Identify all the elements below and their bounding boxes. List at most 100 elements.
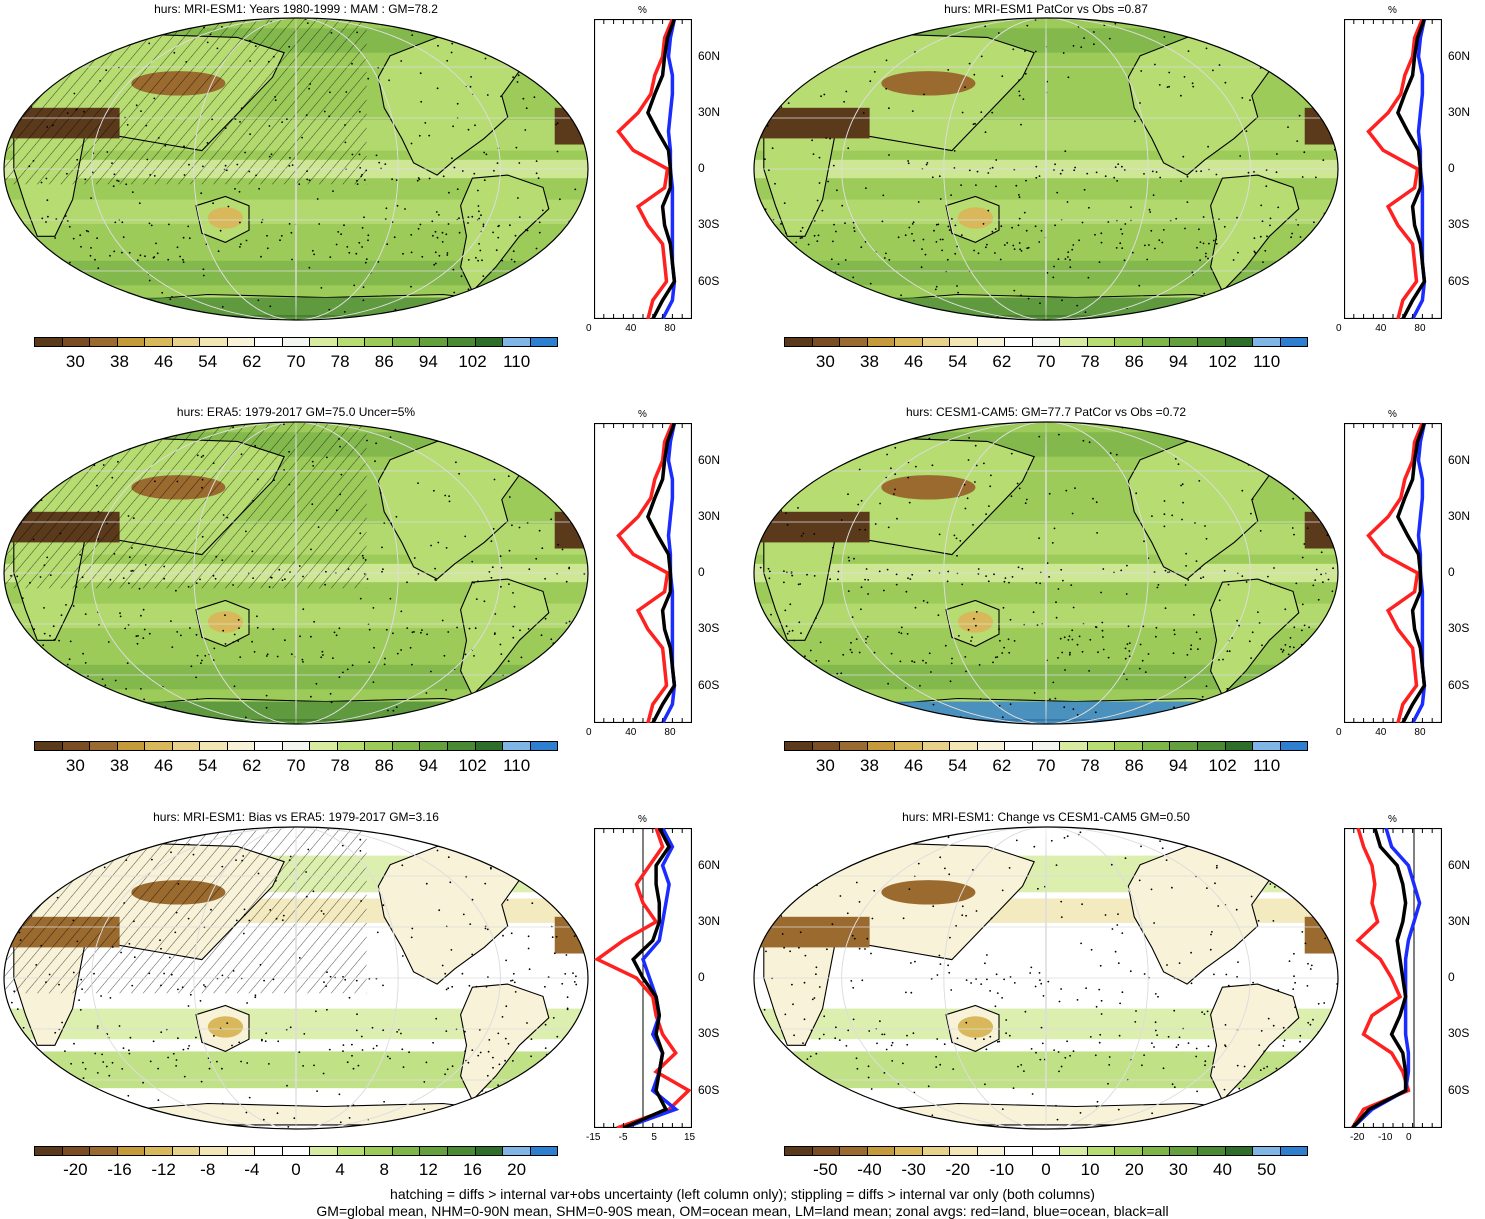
colorbar-swatch: [1225, 338, 1254, 346]
map-border: [753, 17, 1339, 321]
zonal-lat-label: 0: [1448, 565, 1455, 579]
dry-region: [207, 611, 244, 633]
colorbar-label: 4: [335, 1160, 345, 1179]
zonal-line-all: [622, 828, 672, 1128]
zonal-lat-label: 0: [698, 970, 705, 984]
colorbar-label: 46: [154, 756, 174, 775]
colorbar-swatch: [840, 338, 868, 346]
dry-region: [1304, 107, 1338, 145]
polar-region: [754, 701, 1338, 724]
zonal-unit-label: %: [1388, 5, 1397, 16]
colorbar-swatch: [1115, 742, 1143, 750]
colorbar-swatch: [365, 338, 393, 346]
colorbar-swatch: [172, 742, 201, 750]
dry-region: [881, 880, 976, 905]
zonal-frame: [1344, 19, 1442, 319]
colorbar-label: 110: [503, 352, 531, 371]
colorbar-label: 46: [154, 352, 174, 371]
colorbar-swatch: [1087, 338, 1116, 346]
colorbar-label: 78: [1080, 352, 1100, 371]
dry-region: [207, 207, 244, 229]
colorbar-swatch: [1087, 1147, 1116, 1155]
zonal-average-plot: [1344, 423, 1442, 723]
zonal-lat-label: 30N: [1448, 508, 1471, 523]
colorbar-swatch: [1253, 1147, 1281, 1155]
colorbar-swatch: [310, 1147, 338, 1155]
map-band: [754, 260, 1338, 286]
colorbar-swatch: [812, 338, 841, 346]
colorbar: [34, 1146, 558, 1156]
hatching: [4, 422, 367, 589]
colorbar-swatch: [420, 742, 448, 750]
colorbar-swatch: [530, 742, 558, 750]
zonal-x-tick-label: 40: [625, 323, 637, 334]
zonal-lat-label: 30S: [1448, 621, 1470, 636]
zonal-x-tick-label: 80: [1414, 323, 1426, 334]
zonal-unit-label: %: [1388, 814, 1397, 825]
map-band: [754, 28, 1338, 53]
colorbar-label: 30: [65, 756, 85, 775]
colorbar-swatch: [475, 338, 504, 346]
zonal-lat-label: 60S: [1448, 1082, 1470, 1097]
colorbar-label: 102: [1208, 756, 1237, 775]
colorbar-label: 110: [1253, 756, 1281, 775]
continent-samerica: [1210, 578, 1300, 697]
colorbar-swatch: [255, 742, 283, 750]
graticule: [754, 827, 1338, 1129]
continent-samerica: [460, 578, 550, 697]
colorbar-swatch: [475, 742, 504, 750]
map-title: hurs: MRI-ESM1 PatCor vs Obs =0.87: [944, 2, 1148, 16]
zonal-x-tick-label: 80: [664, 323, 676, 334]
zonal-unit-label: %: [1388, 409, 1397, 420]
map-title: hurs: CESM1-CAM5: GM=77.7 PatCor vs Obs …: [905, 405, 1187, 419]
graticule: [4, 422, 588, 724]
continent-greenland: [518, 30, 562, 60]
colorbar-swatch: [392, 1147, 421, 1155]
colorbar-swatch: [1280, 742, 1308, 750]
zonal-lat-label: 0: [698, 161, 705, 175]
map-border: [753, 826, 1339, 1130]
colorbar-swatch: [1005, 338, 1033, 346]
colorbar-label: 38: [860, 756, 879, 775]
colorbar-swatch: [977, 338, 1006, 346]
colorbar-swatch: [475, 1147, 504, 1155]
zonal-frame: [594, 423, 692, 723]
zonal-lat-label: 60N: [698, 452, 721, 467]
zonal-lat-label: 0: [1448, 970, 1455, 984]
colorbar-swatch: [1197, 1147, 1226, 1155]
colorbar-swatch: [392, 338, 421, 346]
map-band: [4, 260, 588, 286]
colorbar-label: 10: [1080, 1160, 1100, 1179]
zonal-lat-label: 60N: [1448, 857, 1471, 872]
colorbar-swatch: [200, 1147, 228, 1155]
colorbar-swatch: [145, 338, 173, 346]
hatching: [4, 18, 367, 185]
colorbar-swatch: [1032, 1147, 1061, 1155]
zonal-line-land: [616, 423, 675, 723]
zonal-line-land: [1366, 423, 1425, 723]
colorbar-label: -30: [901, 1160, 926, 1179]
zonal-x-tick-label: 15: [684, 1132, 696, 1143]
continent-greenland: [1268, 30, 1312, 60]
colorbar-swatch: [90, 742, 118, 750]
colorbar-label: 70: [286, 756, 306, 775]
zonal-lat-label: 30N: [698, 508, 721, 523]
colorbar-swatch: [337, 1147, 366, 1155]
colorbar-swatch: [785, 338, 813, 346]
dry-region: [957, 207, 994, 229]
colorbar-swatch: [365, 1147, 393, 1155]
colorbar-label: 30: [1168, 1160, 1188, 1179]
colorbar-label: 12: [418, 1160, 438, 1179]
colorbar-label: 40: [1213, 1160, 1232, 1179]
zonal-x-tick-label: -20: [1350, 1132, 1365, 1143]
zonal-frame: [594, 19, 692, 319]
colorbar: [34, 741, 558, 751]
colorbar-label: 110: [503, 756, 531, 775]
colorbar-swatch: [530, 338, 558, 346]
colorbar-swatch: [840, 742, 868, 750]
colorbar-label: 94: [1168, 352, 1188, 371]
world-map: [3, 826, 589, 1130]
zonal-line-all: [1395, 19, 1427, 319]
colorbar-label: -40: [857, 1160, 882, 1179]
colorbar: [784, 1146, 1308, 1156]
